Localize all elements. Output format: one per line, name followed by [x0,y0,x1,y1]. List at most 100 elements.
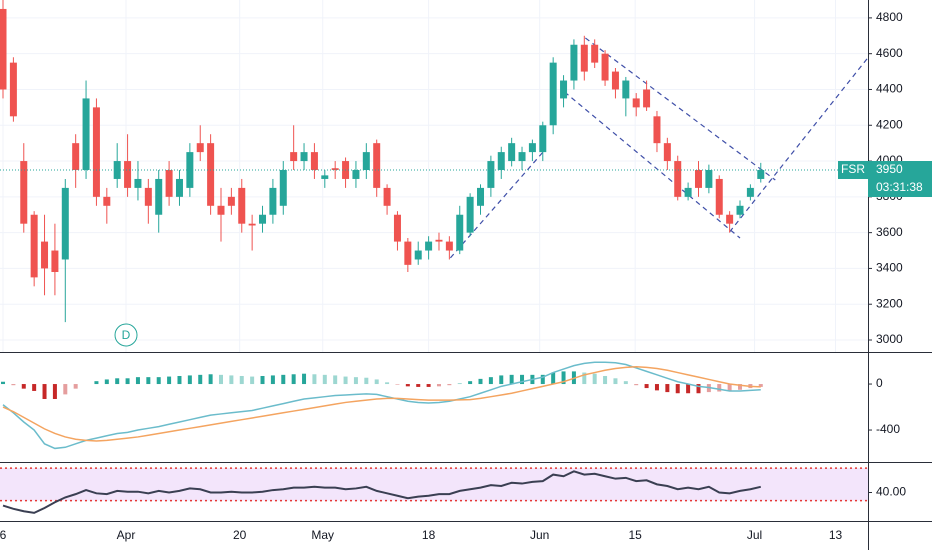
trendline [729,57,869,233]
histogram-bar [385,382,390,385]
price-box [868,161,932,198]
candle-body [259,214,267,224]
candle-body [580,44,588,72]
candle-body [165,170,173,197]
histogram-bar [343,376,348,385]
histogram-bar [270,375,275,385]
candle-body [124,161,132,188]
candle-body [134,178,142,188]
candle-body [663,143,671,162]
histogram-bar [623,381,628,385]
histogram-bar [198,374,203,385]
histogram-bar [644,384,649,389]
y-tick-label: 4800 [876,10,903,24]
histogram-bar [21,384,26,389]
trendline [584,37,776,181]
histogram-bar [177,375,182,385]
x-tick-label: 15 [628,528,642,542]
symbol-box [838,161,868,180]
histogram-bar [156,377,161,385]
histogram-bar [592,373,597,385]
x-tick-label: 20 [233,528,247,542]
histogram-bar [738,384,743,390]
symbol-label: FSR [841,162,865,176]
histogram-bar [499,375,504,385]
candle-body [643,89,651,108]
candle-body [383,187,391,206]
x-tick-label: 6 [0,528,7,542]
candle-body [736,205,744,215]
candle-body [196,143,204,153]
candle-body [207,143,215,206]
y-tick-label: 3400 [876,261,903,275]
histogram-bar [436,384,441,387]
histogram-bar [104,379,109,385]
candle-body [217,205,225,215]
y-tick-label: 40.00 [876,485,906,499]
y-tick-label: 4600 [876,46,903,60]
candle-body [539,125,547,153]
y-tick-label: 3600 [876,225,903,239]
histogram-bar [374,379,379,385]
histogram-bar [11,384,16,386]
x-tick-label: May [311,528,334,542]
x-tick-label: Jun [530,528,549,542]
candle-body [435,239,443,242]
histogram-bar [229,375,234,385]
candle-body [238,187,246,224]
candle-body [175,178,183,197]
candle-body [466,196,474,233]
candle-body [560,80,568,99]
candle-body [279,170,287,206]
candle-body [352,170,360,179]
candle-body [445,241,453,251]
histogram-bar [561,371,566,385]
candle-body [694,170,702,188]
histogram-bar [665,384,670,393]
candle-body [528,143,536,153]
candle-body [674,161,682,197]
histogram-bar [291,374,296,385]
x-tick-label: 18 [422,528,436,542]
histogram-bar [1,381,6,385]
histogram-bar [364,377,369,385]
candle-body [715,178,723,215]
histogram-bar [52,384,57,399]
candle-body [508,143,516,162]
candle-body [632,98,640,108]
histogram-bar [135,377,140,385]
x-tick-label: Jul [747,528,762,542]
candle-body [653,116,661,144]
histogram-bar [405,384,410,387]
candle-body [404,241,412,265]
candle-body [269,187,277,215]
histogram-bar [551,372,556,385]
histogram-bar [717,384,722,392]
candle-body [82,98,90,171]
histogram-bar [603,375,608,385]
candle-body [591,44,599,63]
candle-body [570,44,578,81]
histogram-bar [63,384,68,395]
histogram-bar [468,381,473,385]
trendline [449,149,546,259]
histogram-bar [758,384,763,387]
candle-body [414,250,422,260]
histogram-bar [634,384,639,386]
histogram-bar [426,384,431,387]
histogram-bar [353,377,358,385]
candle-body [248,223,256,226]
histogram-bar [582,372,587,385]
candle-body [41,241,49,269]
candle-body [144,187,152,206]
trendline [564,91,741,239]
histogram-bar [260,375,265,385]
candle-body [331,168,339,171]
candle-body [20,161,28,224]
candle-body [726,214,734,224]
histogram-bar [187,375,192,385]
histogram-bar [322,374,327,385]
histogram-bar [675,384,680,394]
histogram-bar [457,383,462,385]
